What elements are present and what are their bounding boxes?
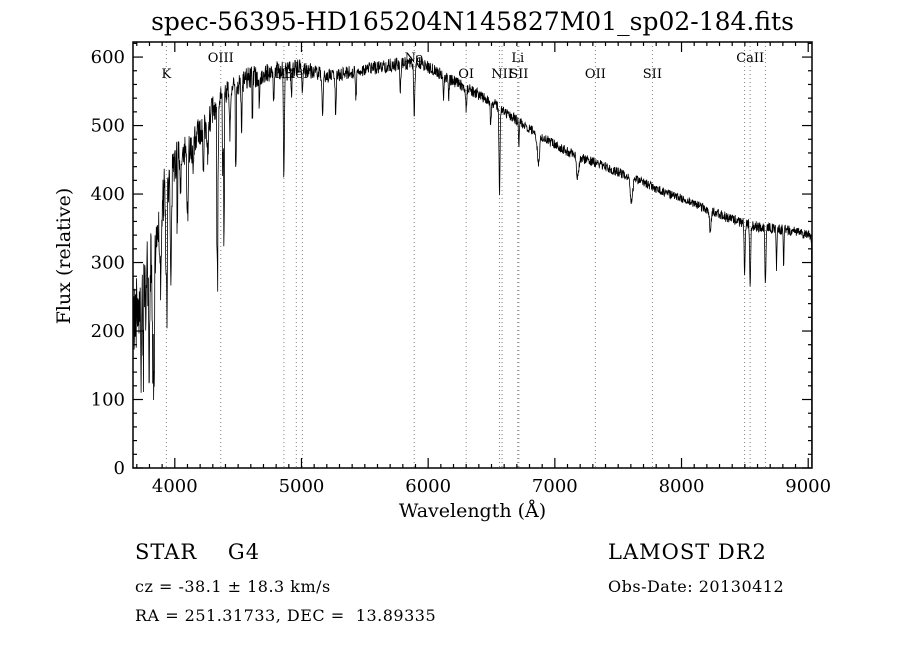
feature-label: Li <box>511 51 524 66</box>
x-tick-label: 4000 <box>152 476 198 497</box>
y-tick-label: 600 <box>91 47 125 68</box>
y-tick-label: 0 <box>114 458 125 479</box>
x-tick-label: 6000 <box>405 476 451 497</box>
feature-label: OI <box>458 67 474 82</box>
x-tick-label: 9000 <box>785 476 831 497</box>
feature-label: SII <box>509 67 528 82</box>
x-tick-label: 5000 <box>279 476 325 497</box>
x-axis-label: Wavelength (Å) <box>398 500 547 522</box>
y-tick-label: 500 <box>91 116 125 137</box>
cz-velocity-label: cz = -38.1 ± 18.3 km/s <box>135 577 331 596</box>
plot-title: spec-56395-HD165204N145827M01_sp02-184.f… <box>151 7 794 36</box>
coordinates-label: RA = 251.31733, DEC = 13.89335 <box>135 606 437 625</box>
spectrum-line <box>133 55 813 467</box>
feature-label: K <box>161 67 171 82</box>
x-tick-label: 7000 <box>532 476 578 497</box>
x-tick-label: 8000 <box>659 476 705 497</box>
feature-label: SII <box>643 67 662 82</box>
y-tick-label: 100 <box>91 390 125 411</box>
y-tick-label: 300 <box>91 253 125 274</box>
plot-frame <box>132 41 813 469</box>
y-tick-label: 400 <box>91 184 125 205</box>
y-tick-label: 200 <box>91 321 125 342</box>
obs-date-label: Obs-Date: 20130412 <box>608 577 785 596</box>
feature-label: OIII <box>208 51 234 66</box>
feature-label: OII <box>585 67 606 82</box>
survey-release-label: LAMOST DR2 <box>608 540 767 564</box>
feature-label: CaII <box>736 51 764 66</box>
object-class-label: STAR G4 <box>135 540 261 564</box>
feature-label: NII <box>491 67 513 82</box>
